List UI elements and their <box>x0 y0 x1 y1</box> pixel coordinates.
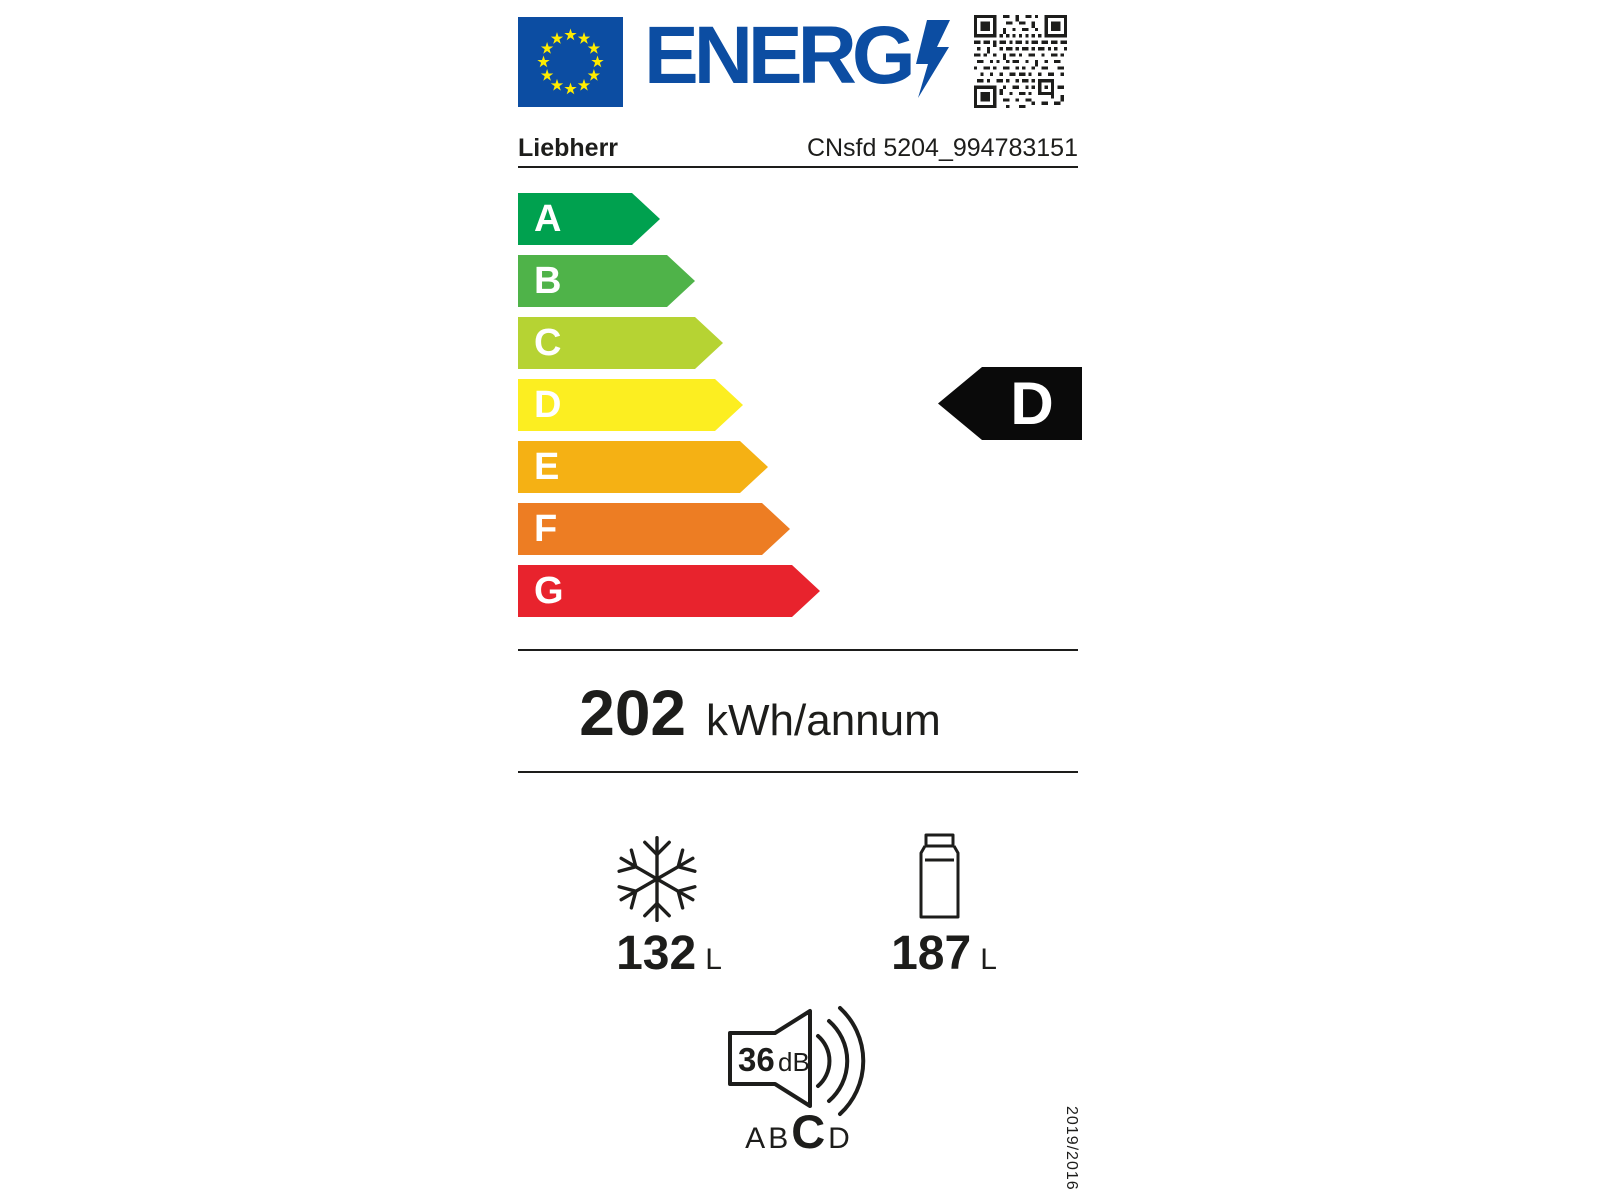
efficiency-class-arrow: C <box>518 317 723 369</box>
efficiency-class-letter: E <box>534 446 560 488</box>
noise-class-b: B <box>768 1122 790 1155</box>
rating-arrow: D <box>938 367 1082 440</box>
brand-name: Liebherr <box>518 134 619 162</box>
noise-unit: dB <box>778 1047 810 1077</box>
fridge-volume-unit: L <box>980 943 997 976</box>
header-divider <box>518 166 1078 168</box>
efficiency-class-letter: A <box>534 198 562 240</box>
regulation-reference: 2019/2016 <box>1063 1106 1080 1191</box>
rating-class-letter: D <box>1010 370 1054 437</box>
freezer-volume: 132 L <box>519 926 819 981</box>
efficiency-class-arrow: D <box>518 379 743 431</box>
efficiency-class-letter: G <box>534 570 564 612</box>
efficiency-class-arrow: A <box>518 193 660 245</box>
qr-code <box>974 15 1067 108</box>
speaker-icon: 36 dB <box>728 1006 866 1116</box>
efficiency-class-letter: B <box>534 260 562 302</box>
noise-class-d: D <box>828 1122 851 1155</box>
energy-logo-text: ENERG <box>644 10 916 101</box>
divider <box>518 649 1078 651</box>
efficiency-class-arrow: G <box>518 565 820 617</box>
model-identifier: CNsfd 5204_994783151 <box>806 134 1078 162</box>
divider <box>518 771 1078 773</box>
efficiency-scale: A B C D E F G <box>518 193 820 617</box>
freezer-volume-value: 132 <box>616 927 697 980</box>
sound-waves-icon <box>816 1006 866 1116</box>
fridge-volume: 187 L <box>794 926 1094 981</box>
freezer-volume-unit: L <box>705 943 722 976</box>
efficiency-class-letter: C <box>534 322 562 364</box>
efficiency-class-letter: F <box>534 508 558 550</box>
noise-class-c-current: C <box>791 1105 827 1158</box>
lightning-bolt-icon <box>915 20 950 98</box>
energy-consumption-unit: kWh/annum <box>706 696 941 745</box>
noise-class-a: A <box>745 1122 767 1155</box>
noise-class-scale: A B C D <box>518 1104 1078 1159</box>
snowflake-icon <box>617 835 697 923</box>
efficiency-class-arrow: B <box>518 255 695 307</box>
fridge-volume-value: 187 <box>891 927 972 980</box>
energy-consumption: 202 kWh/annum <box>518 676 1002 750</box>
brand-row: Liebherr CNsfd 5204_994783151 <box>518 134 1078 162</box>
eu-flag-icon <box>518 17 623 107</box>
efficiency-class-letter: D <box>534 384 562 426</box>
bottle-icon <box>919 833 960 919</box>
noise-value: 36 <box>738 1041 775 1078</box>
energy-consumption-value: 202 <box>579 677 686 749</box>
efficiency-class-arrow: E <box>518 441 768 493</box>
energy-logo: ENERG <box>644 10 951 101</box>
efficiency-class-arrow: F <box>518 503 790 555</box>
